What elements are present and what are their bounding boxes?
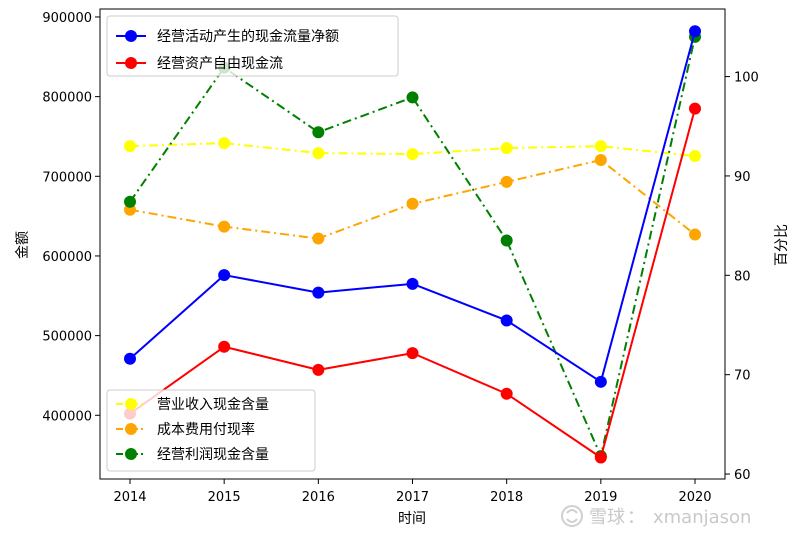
x-tick-label: 2019 (584, 490, 617, 505)
y-right-tick-label: 80 (734, 269, 751, 284)
data-point (594, 451, 607, 464)
data-point (312, 363, 325, 376)
data-point (500, 142, 513, 155)
data-point (594, 375, 607, 388)
data-point (689, 228, 701, 241)
right-axis: 60 70 80 90 100 (725, 71, 759, 483)
data-point (406, 148, 419, 161)
legend-swatch-marker (125, 423, 137, 435)
legend-entry-label: 经营利润现金含量 (157, 447, 269, 463)
watermark: 雪球 ： xmanjason (561, 505, 751, 528)
data-point (218, 340, 231, 353)
x-tick-label: 2017 (396, 490, 429, 505)
data-point (312, 126, 325, 139)
y-right-tick-label: 70 (734, 369, 751, 384)
watermark-separator: ： (627, 507, 645, 528)
data-point (218, 137, 231, 150)
data-point (500, 234, 513, 247)
legend-swatch-marker (125, 30, 137, 42)
watermark-user: xmanjason (653, 507, 751, 528)
data-point (312, 232, 325, 245)
x-tick-label: 2015 (208, 490, 241, 505)
y-left-tick-label: 600000 (42, 250, 92, 265)
data-point (594, 154, 607, 167)
data-point (312, 286, 325, 299)
legend-entry-label: 经营活动产生的现金流量净额 (157, 29, 339, 45)
data-point (406, 277, 419, 290)
x-axis-title: 时间 (398, 511, 426, 527)
legend-lower-box (106, 389, 316, 472)
series-layer (124, 25, 701, 464)
y-right-tick-label: 100 (734, 71, 759, 86)
y-left-tick-label: 800000 (42, 91, 92, 106)
legend-swatch-marker (125, 448, 137, 460)
y-left-tick-label: 700000 (42, 170, 92, 185)
y-right-tick-label: 60 (734, 468, 751, 483)
legend-entry-label: 营业收入现金含量 (157, 397, 269, 413)
legend-entry-label: 成本费用付现率 (157, 421, 255, 438)
watermark-brand: 雪球 (589, 507, 625, 528)
legend-swatch-marker (125, 57, 137, 69)
legend-entry-label: 经营资产自由现金流 (157, 56, 283, 72)
y-left-tick-label: 400000 (42, 409, 92, 424)
y-left-axis-title: 金额 (15, 231, 31, 259)
series-group (124, 25, 701, 388)
data-point (312, 147, 325, 160)
data-point (689, 150, 701, 163)
y-left-tick-label: 500000 (42, 330, 92, 345)
snowball-logo-icon (561, 505, 583, 527)
legend-swatch-marker (125, 398, 137, 410)
legend-upper-box (106, 15, 399, 77)
data-point (218, 220, 231, 233)
x-tick-label: 2014 (113, 490, 146, 505)
data-point (124, 195, 136, 208)
data-point (406, 347, 419, 360)
data-point (406, 91, 419, 104)
data-point (218, 269, 231, 282)
data-point (689, 102, 701, 115)
x-tick-label: 2016 (302, 490, 335, 505)
x-tick-label: 2020 (678, 490, 711, 505)
left-axis: 400000 500000 600000 700000 800000 900000 (42, 11, 100, 424)
x-axis: 2014 2015 2016 2017 2018 2019 2020 (113, 479, 712, 505)
y-right-tick-label: 90 (734, 170, 751, 185)
data-point (500, 387, 513, 400)
series-group (124, 154, 701, 245)
data-point (689, 25, 701, 38)
y-right-axis-title: 百分比 (774, 224, 790, 266)
y-left-tick-label: 900000 (42, 11, 92, 26)
series-group (124, 137, 701, 163)
data-point (124, 140, 136, 153)
data-point (500, 314, 513, 327)
data-point (594, 140, 607, 153)
x-tick-label: 2018 (490, 490, 523, 505)
data-point (500, 175, 513, 188)
data-point (124, 352, 136, 365)
data-point (406, 197, 419, 210)
